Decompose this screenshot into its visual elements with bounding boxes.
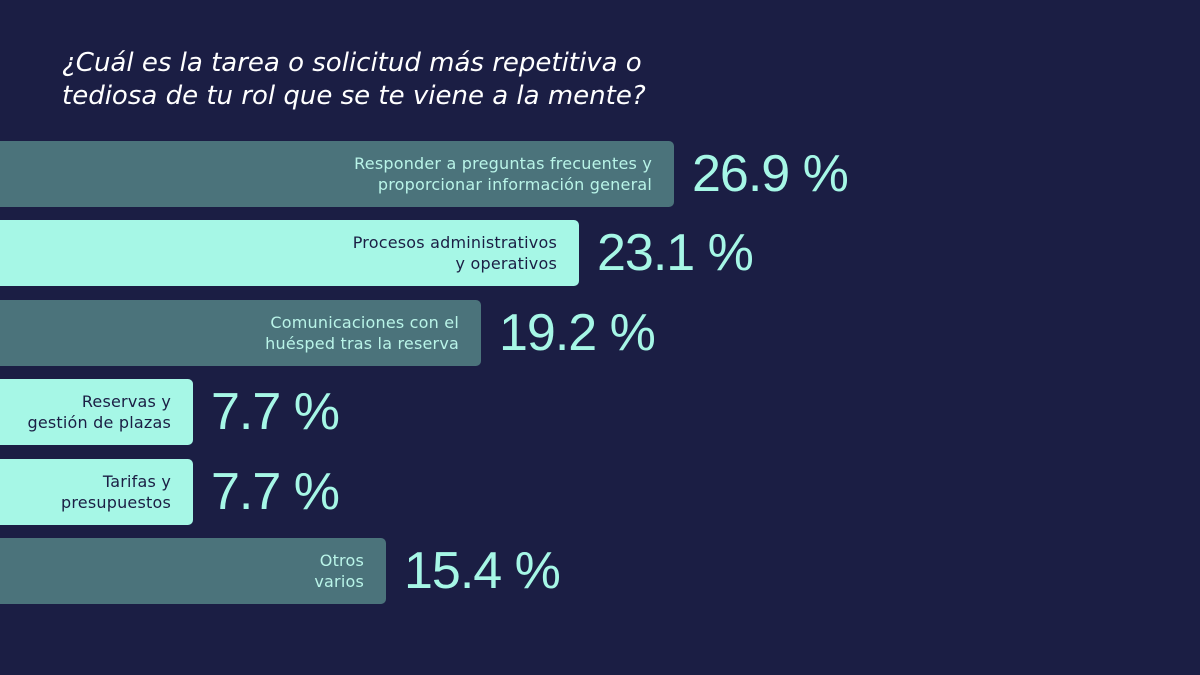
bar-label-line: varios [314,572,364,591]
chart-title-line-2: tediosa de tu rol que se te viene a la m… [62,81,646,111]
bar-label: Reservas y gestión de plazas [27,391,171,433]
bar-value-label: 15.4 % [404,542,561,600]
bar-value-label: 26.9 % [692,145,849,203]
bar-6: Otros varios [0,538,386,604]
bar-value-label: 23.1 % [597,224,754,282]
bar-label-line: y operativos [455,254,557,273]
bar-value-label: 7.7 % [211,463,340,521]
bar-label-line: Otros [319,551,364,570]
chart-title-line-1: ¿Cuál es la tarea o solicitud más repeti… [62,48,642,78]
chart-title: ¿Cuál es la tarea o solicitud más repeti… [62,47,762,113]
bar-label-line: gestión de plazas [27,413,171,432]
bar-label: Comunicaciones con el huésped tras la res… [265,312,459,354]
bar-label-line: proporcionar información general [377,175,652,194]
bar-label-line: Responder a preguntas frecuentes y [354,154,652,173]
bar-4: Reservas y gestión de plazas [0,379,193,445]
bar-1: Responder a preguntas frecuentes y propor… [0,141,674,207]
bar-value-label: 7.7 % [211,383,340,441]
bar-label: Responder a preguntas frecuentes y propor… [354,153,652,195]
bar-label: Procesos administrativos y operativos [353,232,557,274]
bar-label-line: Reservas y [81,392,171,411]
bar-3: Comunicaciones con el huésped tras la res… [0,300,481,366]
bar-label-line: Procesos administrativos [352,233,557,252]
bar-label-line: Comunicaciones con el [270,313,459,332]
bar-label: Otros varios [314,550,364,592]
bar-label-line: Tarifas y [102,472,171,491]
bar-label-line: huésped tras la reserva [265,334,459,353]
bar-value-label: 19.2 % [499,304,656,362]
bar-2: Procesos administrativos y operativos [0,220,579,286]
bar-5: Tarifas y presupuestos [0,459,193,525]
bar-label-line: presupuestos [61,493,171,512]
bar-label: Tarifas y presupuestos [61,471,171,513]
